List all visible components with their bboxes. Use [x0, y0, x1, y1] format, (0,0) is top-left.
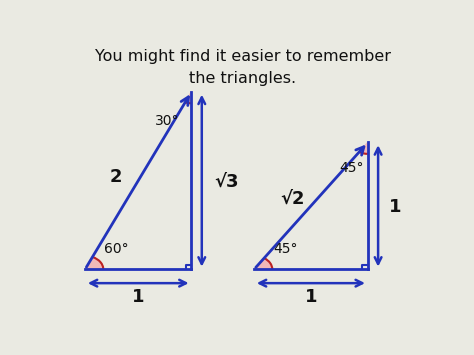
- Text: 45°: 45°: [339, 161, 364, 175]
- Text: 45°: 45°: [273, 242, 297, 256]
- Text: 2: 2: [110, 168, 122, 186]
- Polygon shape: [185, 92, 191, 103]
- Text: 1: 1: [389, 198, 401, 215]
- Polygon shape: [254, 258, 272, 269]
- Text: √3: √3: [214, 173, 238, 191]
- Text: 60°: 60°: [104, 242, 128, 256]
- Text: You might find it easier to remember: You might find it easier to remember: [95, 49, 391, 65]
- Text: the triangles.: the triangles.: [189, 71, 297, 86]
- Text: 1: 1: [305, 288, 317, 306]
- Text: 1: 1: [132, 288, 145, 306]
- Text: 30°: 30°: [155, 114, 180, 127]
- Text: √2: √2: [280, 190, 305, 207]
- Polygon shape: [359, 142, 368, 154]
- Polygon shape: [85, 257, 103, 269]
